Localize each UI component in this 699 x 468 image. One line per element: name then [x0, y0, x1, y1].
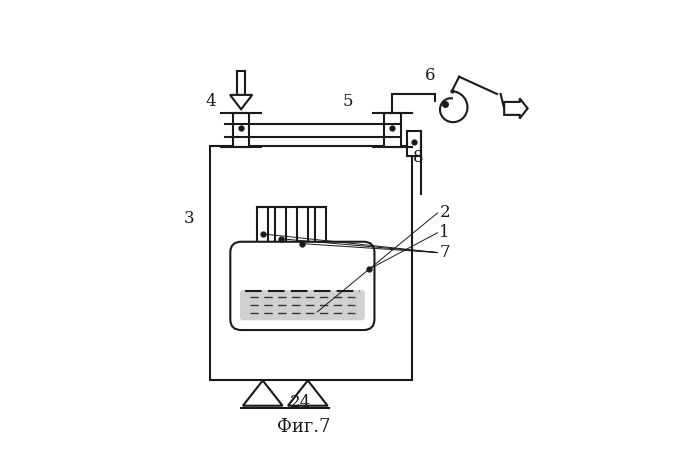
Bar	[407, 131, 421, 156]
Text: 5: 5	[343, 93, 353, 110]
Text: Фиг.7: Фиг.7	[278, 418, 331, 436]
Polygon shape	[288, 380, 328, 406]
Text: 7: 7	[440, 244, 450, 261]
Text: 1: 1	[440, 224, 450, 241]
Text: 2: 2	[440, 205, 450, 221]
Bar	[233, 113, 250, 147]
Text: 24: 24	[290, 394, 311, 410]
Bar	[257, 207, 268, 256]
Bar	[210, 146, 412, 380]
Bar	[315, 207, 326, 256]
Text: 3: 3	[184, 210, 194, 227]
FancyBboxPatch shape	[240, 290, 365, 320]
Polygon shape	[243, 380, 282, 406]
Bar	[275, 207, 286, 256]
FancyBboxPatch shape	[230, 242, 375, 330]
Text: 8: 8	[412, 148, 423, 166]
Bar	[384, 113, 401, 147]
Bar	[297, 207, 308, 256]
Text: 6: 6	[425, 67, 435, 85]
Polygon shape	[504, 98, 528, 118]
Text: 4: 4	[206, 93, 216, 110]
Polygon shape	[230, 95, 252, 110]
